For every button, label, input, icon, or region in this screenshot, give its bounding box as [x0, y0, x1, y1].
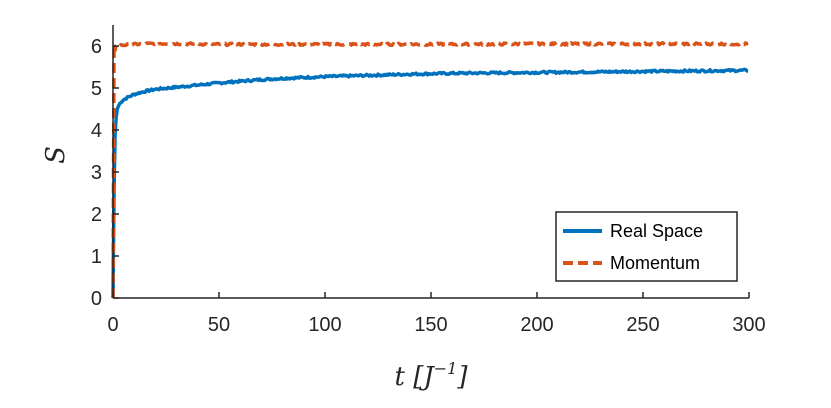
x-axis-label-exponent: −1	[434, 359, 458, 378]
x-tick-label: 50	[208, 314, 230, 336]
x-tick-label: 250	[626, 314, 659, 336]
y-tick-label: 3	[91, 162, 102, 184]
y-tick-label: 1	[91, 246, 102, 268]
x-axis-label: t [J−1]	[394, 359, 468, 392]
x-tick-label: 300	[732, 314, 765, 336]
legend-box	[555, 211, 738, 282]
x-tick-label: 150	[414, 314, 447, 336]
y-tick-label: 6	[91, 36, 102, 58]
legend-label-momentum: Momentum	[610, 253, 700, 273]
y-tick-label: 4	[91, 120, 102, 142]
series-line-momentum	[111, 40, 749, 299]
y-tick-label: 2	[91, 204, 102, 226]
legend: Real Space Momentum	[555, 211, 738, 282]
series-line-real-space	[111, 67, 749, 299]
y-tick-label: 5	[91, 78, 102, 100]
legend-label-real-space: Real Space	[610, 221, 703, 241]
y-axis-label: S	[41, 146, 71, 164]
x-tick-label: 100	[308, 314, 341, 336]
x-ticks: 0 50 100 150 200 250 300	[107, 292, 766, 336]
y-ticks: 0 1 2 3 4 5 6	[91, 36, 119, 310]
y-tick-label: 0	[91, 288, 102, 310]
series-layer	[111, 40, 749, 299]
x-tick-label: 0	[107, 314, 118, 336]
x-tick-label: 200	[520, 314, 553, 336]
